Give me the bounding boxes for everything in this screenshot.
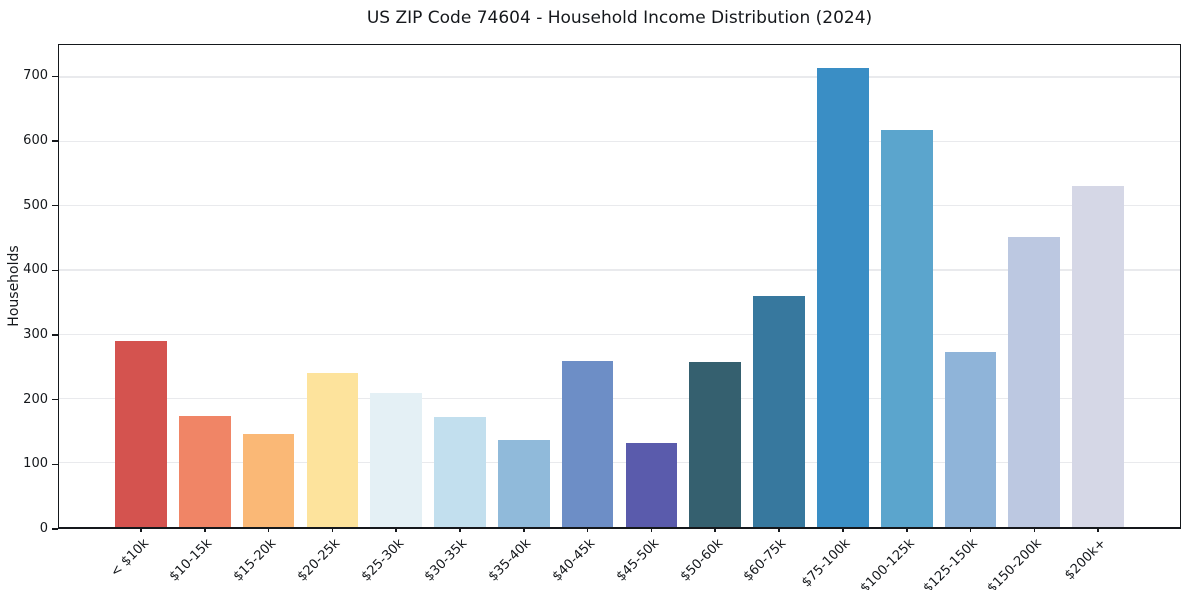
ytick-mark	[52, 463, 58, 466]
bar-slot-8: $40-45k	[550, 45, 620, 584]
bar-slot-1: < $10k	[107, 45, 173, 580]
bar-$75-100k	[817, 67, 869, 527]
xtick-label-9: $45-50k	[613, 536, 663, 585]
gridline-300	[59, 333, 1180, 335]
ytick-label-0: 0	[39, 521, 48, 536]
xtick-mark	[778, 527, 780, 532]
bar-$25-30k	[370, 392, 422, 527]
bar-slot-4: $20-25k	[294, 45, 364, 584]
ytick-label-200: 200	[23, 391, 48, 407]
bar-slot-7: $35-40k	[486, 45, 556, 584]
gridline-600	[59, 140, 1180, 143]
xtick-mark	[1033, 527, 1036, 532]
gridline-400	[59, 269, 1180, 271]
bar-slot-16: $200k+	[1062, 45, 1130, 583]
bars-row: < $10k $10-15k $15-20k $20-25k $25-30k $30-35…	[59, 45, 1180, 590]
y-axis: 0 100 200 300 400 500 600 700	[0, 44, 58, 536]
xtick-label-4: $20-25k	[294, 536, 343, 585]
chart-title: US ZIP Code 74604 - Household Income Dis…	[366, 8, 873, 28]
ytick-mark	[52, 140, 58, 142]
ytick-label-100: 100	[23, 456, 48, 472]
bar-< $10k	[115, 340, 167, 527]
bar-$50-60k	[689, 362, 742, 527]
bar-$150-200k	[1008, 236, 1061, 527]
bar-$45-50k	[625, 443, 678, 527]
bar-$20-25k	[306, 373, 359, 527]
xtick-mark	[395, 527, 397, 532]
bar-slot-11: $60-75k	[741, 45, 811, 584]
bar-$40-45k	[561, 361, 614, 527]
xtick-label-3: $15-20k	[230, 536, 280, 585]
xtick-mark	[714, 527, 717, 532]
ytick-mark	[52, 398, 58, 401]
xtick-mark	[842, 527, 844, 532]
gridline-700	[59, 76, 1180, 78]
xtick-mark	[459, 527, 461, 532]
ytick-mark	[52, 204, 58, 207]
bar-$15-20k	[242, 434, 295, 527]
xtick-label-1: < $10k	[107, 536, 152, 581]
ytick-mark	[52, 528, 58, 530]
ytick-mark	[52, 75, 58, 78]
xtick-mark	[905, 527, 908, 532]
ytick-label-300: 300	[23, 327, 48, 342]
bar-slot-3: $15-20k	[231, 45, 301, 584]
gridline-500	[59, 204, 1180, 207]
xtick-label-7: $35-40k	[485, 536, 535, 585]
xtick-mark	[267, 527, 270, 532]
xtick-mark	[969, 527, 972, 532]
xtick-label-15: $150-200k	[984, 536, 1045, 590]
bar-$200k+	[1072, 185, 1124, 527]
xtick-mark	[1097, 527, 1099, 532]
xtick-label-5: $25-30k	[358, 536, 407, 585]
xtick-label-13: $100-125k	[857, 536, 918, 590]
gridline-100	[59, 462, 1180, 464]
bar-slot-13: $100-125k	[857, 45, 939, 590]
bar-$30-35k	[434, 417, 486, 527]
bar-$10-15k	[178, 416, 231, 527]
xtick-mark	[523, 527, 525, 532]
gridlines	[59, 45, 1180, 527]
xtick-mark	[140, 527, 142, 532]
xtick-label-8: $40-45k	[549, 536, 599, 585]
gridline-200	[59, 397, 1180, 400]
bar-$60-75k	[753, 295, 805, 527]
ytick-label-600: 600	[23, 133, 48, 148]
xtick-label-11: $60-75k	[741, 536, 790, 585]
bar-$35-40k	[497, 439, 550, 527]
xtick-label-14: $125-150k	[920, 536, 982, 590]
ytick-mark	[52, 269, 58, 272]
bar-slot-14: $125-150k	[921, 45, 1003, 590]
ytick-label-500: 500	[23, 197, 48, 213]
xtick-label-16: $200k+	[1061, 536, 1109, 584]
xtick-label-10: $50-60k	[677, 536, 726, 585]
xtick-label-2: $10-15k	[166, 536, 216, 585]
xtick-label-6: $30-35k	[422, 536, 471, 585]
xtick-mark	[203, 527, 206, 532]
bar-slot-6: $30-35k	[422, 45, 492, 584]
bar-slot-12: $75-100k	[799, 45, 875, 590]
ytick-label-700: 700	[23, 68, 48, 84]
xtick-label-12: $75-100k	[799, 536, 854, 590]
xtick-mark	[331, 527, 334, 532]
ytick-label-400: 400	[23, 262, 48, 278]
bar-slot-9: $45-50k	[614, 45, 684, 584]
bar-slot-15: $150-200k	[985, 45, 1066, 590]
ytick-mark	[52, 334, 58, 336]
bar-slot-5: $25-30k	[358, 45, 428, 584]
bar-$125-150k	[944, 351, 997, 527]
plot-area: < $10k $10-15k $15-20k $20-25k $25-30k $30-35…	[58, 44, 1181, 590]
bar-slot-2: $10-15k	[167, 45, 237, 584]
bar-$100-125k	[880, 129, 933, 527]
xtick-mark	[650, 527, 653, 532]
xtick-mark	[586, 527, 589, 532]
bar-slot-10: $50-60k	[677, 45, 747, 584]
